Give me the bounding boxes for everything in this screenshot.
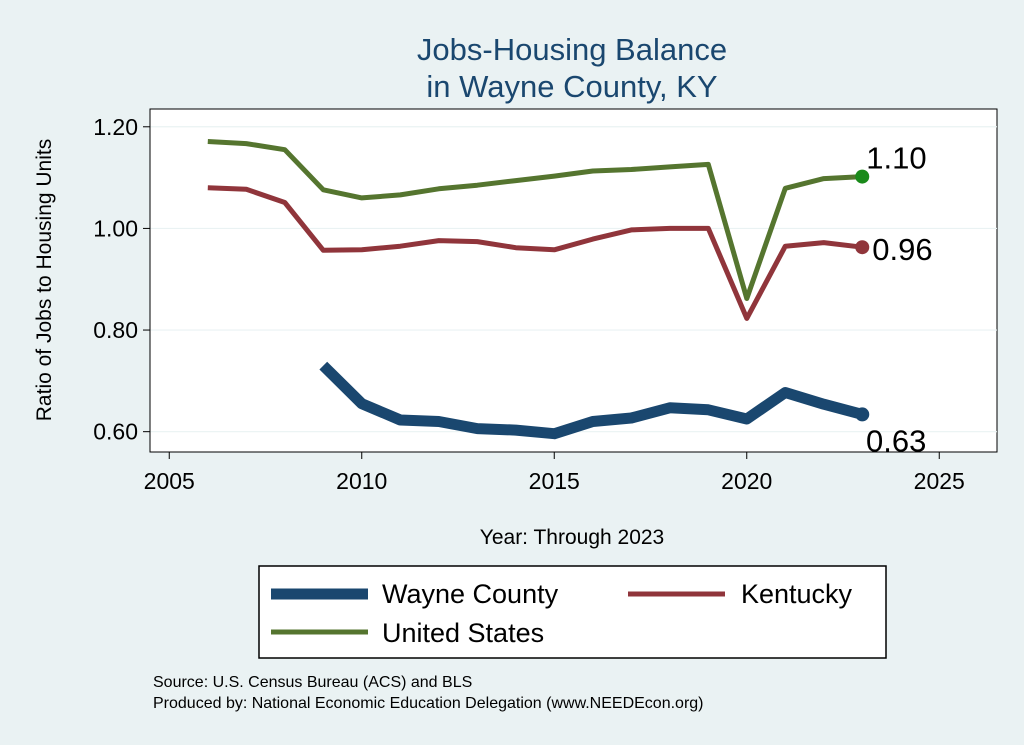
axes: 0.60 0.80 1.00 1.20 2005 2010 2015 2020 2025 (93, 109, 997, 494)
y-tick-label: 0.80 (93, 317, 138, 343)
x-tick-label: 2010 (336, 468, 387, 494)
x-tick-label: 2015 (529, 468, 580, 494)
legend-label-united-states: United States (382, 618, 544, 648)
series-line-wayne-county (319, 361, 864, 440)
y-tick-label: 1.00 (93, 215, 138, 241)
x-axis-title: Year: Through 2023 (480, 526, 665, 549)
y-tick-label: 1.20 (93, 114, 138, 140)
legend-label-wayne-county: Wayne County (382, 579, 559, 609)
legend: Wayne County Kentucky United States (258, 565, 887, 659)
end-marker-united-states (855, 169, 870, 184)
x-tick-label: 2025 (914, 468, 965, 494)
end-label-united-states: 1.10 (866, 141, 926, 176)
series-line-kentucky (207, 185, 863, 321)
end-marker-kentucky (855, 240, 870, 255)
end-marker-wayne-county (855, 407, 870, 422)
x-tick-label: 2005 (144, 468, 195, 494)
end-label-wayne-county: 0.63 (866, 423, 926, 458)
y-axis-title: Ratio of Jobs to Housing Units (33, 139, 56, 421)
plot-area (149, 108, 998, 453)
producer-note: Produced by: National Economic Education… (153, 695, 704, 712)
y-tick-label: 0.60 (93, 419, 138, 445)
end-label-kentucky: 0.96 (872, 232, 932, 267)
chart-title-line-1: Jobs-Housing Balance (417, 32, 727, 67)
source-note: Source: U.S. Census Bureau (ACS) and BLS (153, 674, 472, 691)
x-tick-label: 2020 (721, 468, 772, 494)
series-line-united-states (207, 139, 863, 301)
legend-label-kentucky: Kentucky (741, 579, 853, 609)
series: 0.63 0.96 1.10 (207, 139, 933, 458)
legend-box (258, 565, 887, 659)
chart-title-line-2: in Wayne County, KY (426, 69, 717, 104)
